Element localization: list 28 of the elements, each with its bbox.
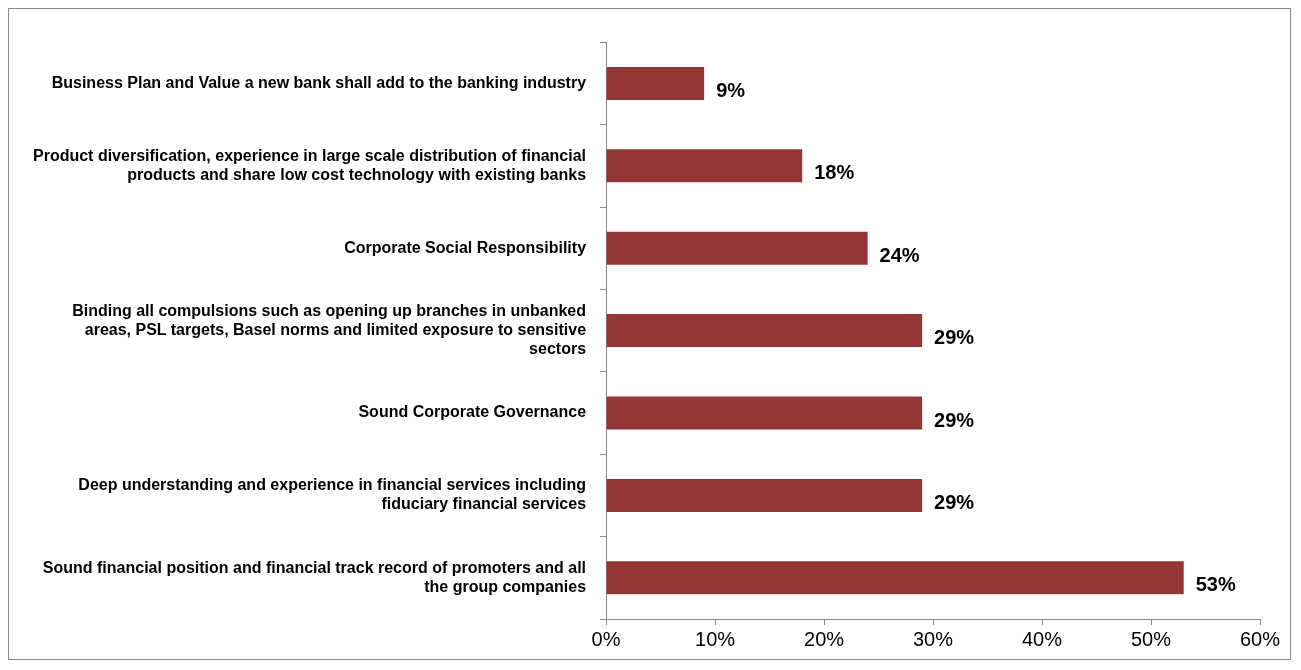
data-label: 9% [716,78,746,101]
data-label: 24% [879,243,920,266]
bar [606,561,1184,595]
y-tick-label: Sound Corporate Governance [358,403,587,421]
y-tick-label: Deep understanding and experience in financial services including fiduciary financial services [78,476,587,513]
y-tick-label: Corporate Social Responsibility [344,238,587,256]
data-label: 53% [1195,573,1236,596]
data-label: 29% [934,408,975,431]
x-tick-label: 0% [591,627,621,650]
x-tick-label: 50% [1130,627,1172,650]
data-label: 18% [814,161,855,184]
bar [606,396,923,430]
y-tick-label: Sound financial position and financial track record of promoters and all the group companies [42,558,587,595]
x-tick-label: 10% [695,627,736,650]
data-label: 29% [934,326,975,349]
y-tick-label: Product diversification, experience in large scale distribution of financial products and share low cost technology with existing banks [33,146,587,183]
bar [606,231,868,265]
bar [606,66,705,100]
bar [606,314,923,348]
y-tick-label: Binding all compulsions such as opening up branches in unbanked areas, PSL targets, Basel norms and limited exposure to sensitive sectors [72,301,587,358]
y-tick-label: Business Plan and Value a new bank shall add to the banking industry [51,73,587,91]
bar [606,478,923,512]
x-tick-label: 20% [804,627,845,650]
bar [606,149,803,183]
x-tick-label: 30% [913,627,954,650]
x-tick-label: 40% [1021,627,1063,650]
data-label: 29% [934,490,975,513]
x-tick-label: 60% [1239,627,1281,650]
